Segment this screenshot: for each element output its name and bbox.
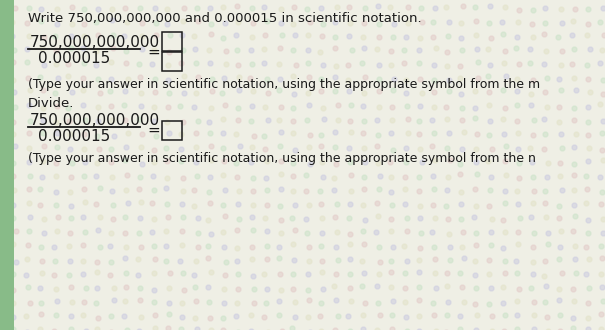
Text: (Type your answer in scientific notation, using the appropriate symbol from the : (Type your answer in scientific notation… (28, 152, 536, 165)
Bar (0, 0, 14, 330)
Text: 750,000,000,000: 750,000,000,000 (30, 35, 160, 50)
Text: 750,000,000,000: 750,000,000,000 (30, 113, 160, 128)
Text: 0.000015: 0.000015 (38, 129, 110, 144)
Text: (Type your answer in scientific notation, using the appropriate symbol from the : (Type your answer in scientific notation… (28, 78, 540, 91)
Text: Divide.: Divide. (28, 97, 74, 110)
Text: =: = (147, 45, 160, 59)
Text: Write 750,000,000,000 and 0.000015 in scientific notation.: Write 750,000,000,000 and 0.000015 in sc… (28, 12, 422, 25)
Text: 0.000015: 0.000015 (38, 51, 110, 66)
Bar (162, 32, 182, 51)
Bar (162, 121, 182, 140)
Text: =: = (147, 122, 160, 138)
Bar (162, 52, 182, 71)
